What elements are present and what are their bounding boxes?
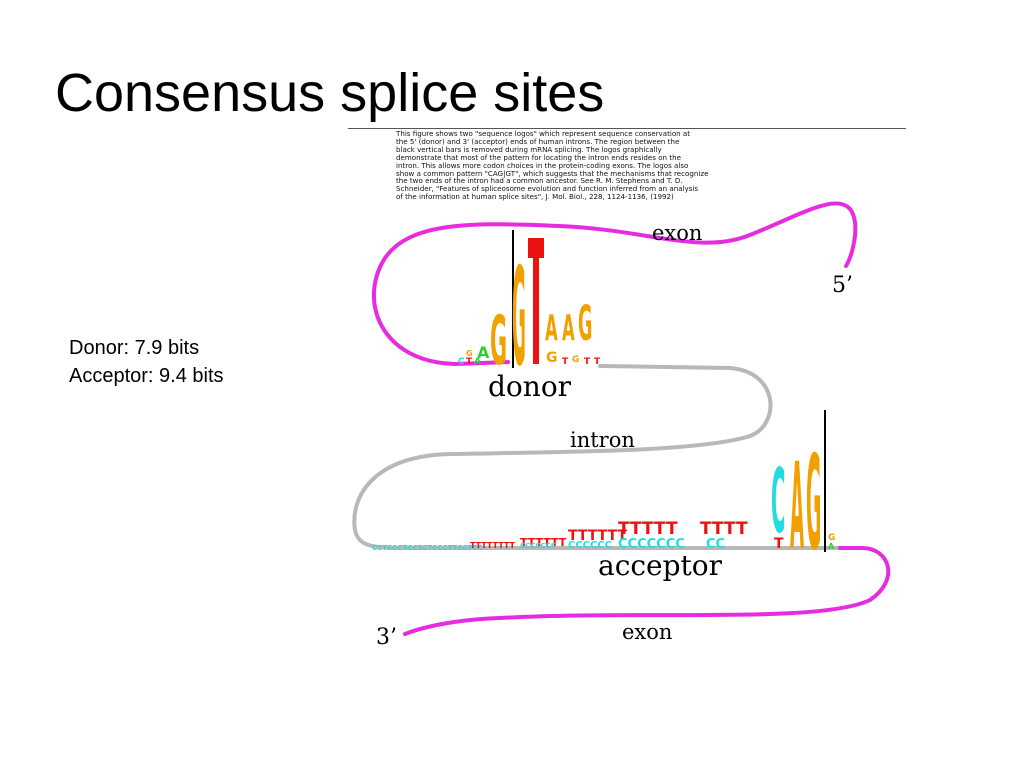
caption-divider bbox=[348, 128, 906, 129]
logo-letter-A: A bbox=[545, 308, 558, 349]
logo-letter-G: G bbox=[512, 239, 526, 396]
logo-letter-run: CCCCCCC bbox=[618, 537, 685, 552]
logo-letter-A: A bbox=[790, 439, 804, 577]
logo-letter-T-stem bbox=[533, 254, 539, 364]
logo-letter-A: A bbox=[562, 308, 575, 349]
logo-letter-run: CCCCCC bbox=[568, 540, 612, 551]
five-prime-label: 5’ bbox=[832, 273, 853, 298]
exon-label-bottom: exon bbox=[622, 620, 672, 644]
logo-letter: C bbox=[458, 357, 465, 367]
logo-letter-A: A bbox=[828, 542, 835, 551]
logo-letter-run: CC bbox=[706, 537, 725, 552]
acceptor-label: acceptor bbox=[598, 549, 723, 582]
caption-line: show a common pattern "CAG|GT", which su… bbox=[396, 168, 709, 178]
caption-line: demonstrate that most of the pattern for… bbox=[396, 152, 681, 162]
logo-letter: G bbox=[572, 355, 579, 365]
logo-letter-A: A bbox=[477, 343, 490, 362]
acceptor-bits: Acceptor: 9.4 bits bbox=[69, 365, 224, 387]
logo-letter: T bbox=[562, 357, 569, 367]
donor-label: donor bbox=[488, 370, 572, 403]
caption-line: This figure shows two "sequence logos" w… bbox=[396, 129, 691, 138]
logo-letter-run: CCTCCCTCCTCTCCCTTCCTCC bbox=[372, 544, 483, 552]
slide-title: Consensus splice sites bbox=[55, 63, 605, 123]
intron-strand bbox=[352, 364, 842, 550]
logo-letter: A bbox=[474, 357, 481, 367]
donor-sequence-logo: C T A G A G G A A G G T G T T bbox=[458, 230, 601, 396]
logo-letter-T: T bbox=[774, 536, 784, 552]
donor-bits: Donor: 7.9 bits bbox=[69, 337, 200, 359]
logo-letter-run: TTTTT bbox=[618, 519, 678, 539]
intron-label: intron bbox=[570, 428, 635, 452]
logo-letter-run: CCCCCCC bbox=[520, 542, 556, 550]
caption-line: of the information at human splice sites… bbox=[396, 192, 674, 202]
caption-line: the two ends of the intron had a common … bbox=[396, 176, 683, 186]
logo-letter: T bbox=[466, 357, 473, 367]
acceptor-sequence-logo: CCTCCCTCCTCTCCCTTCCTCC TTTTTTTT TTTTTT C… bbox=[372, 410, 835, 579]
logo-letter-run: TTTTTT bbox=[520, 536, 567, 549]
three-prime-label: 3’ bbox=[376, 625, 397, 650]
logo-letter-run: TTTTTTTT bbox=[470, 541, 515, 550]
logo-letter-G: G bbox=[546, 350, 558, 366]
information-stats: Donor: 7.9 bits Acceptor: 9.4 bits bbox=[69, 334, 224, 390]
figure-caption: This figure shows two "sequence logos" w… bbox=[396, 130, 731, 201]
logo-letter: T bbox=[594, 357, 601, 367]
exon-strand-top bbox=[371, 201, 858, 367]
logo-letter-G: G bbox=[828, 533, 835, 543]
caption-line: the 5' (donor) and 3' (acceptor) ends of… bbox=[396, 136, 680, 146]
logo-letter-run: TTTTTT bbox=[568, 528, 627, 544]
caption-line: intron. This allows more codon choices i… bbox=[396, 160, 689, 170]
logo-letter-G: G bbox=[806, 428, 821, 579]
caption-line: black vertical bars is removed during mR… bbox=[396, 144, 662, 154]
logo-letter: T bbox=[584, 357, 591, 367]
logo-letter: G bbox=[466, 349, 473, 358]
logo-letter-run: TTTT bbox=[700, 519, 748, 539]
exon-label-top: exon bbox=[652, 221, 702, 245]
logo-letter-C: C bbox=[771, 452, 785, 554]
exon-strand-bottom bbox=[403, 546, 891, 636]
logo-letter-T-top bbox=[528, 238, 544, 258]
logo-letter-G: G bbox=[578, 295, 592, 352]
logo-letter-G: G bbox=[490, 302, 507, 380]
caption-line: Schneider, "Features of spliceosome evol… bbox=[396, 184, 699, 194]
